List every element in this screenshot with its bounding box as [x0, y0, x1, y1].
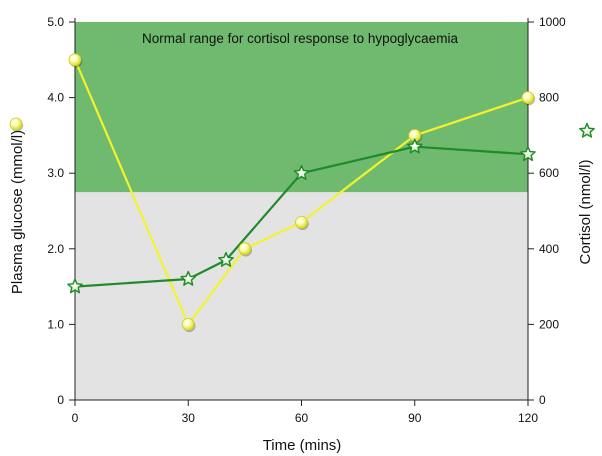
normal-range-label: Normal range for cortisol response to hy…: [142, 31, 458, 46]
y-left-tick-label: 3.0: [47, 166, 64, 180]
marker-body: [218, 251, 234, 267]
cortisol-point: [293, 165, 310, 180]
marker-body: [579, 122, 595, 138]
y-right-tick-label: 200: [539, 317, 559, 331]
y-right-tick-label: 0: [539, 393, 546, 407]
y-right-tick-label: 1000: [539, 15, 566, 29]
marker-body: [238, 242, 252, 256]
marker-body: [293, 165, 310, 180]
cortisol-point: [218, 251, 234, 267]
marker-body: [406, 138, 423, 154]
marker-body: [181, 317, 195, 331]
glucose-point: [521, 91, 536, 106]
cortisol-series-line: [74, 145, 529, 288]
y-right-axis-title: Cortisol (nmol/l): [577, 159, 594, 264]
cortisol-point: [406, 138, 423, 154]
marker-body: [180, 270, 197, 286]
glucose-point: [68, 53, 83, 68]
x-tick-label: 0: [72, 411, 79, 425]
y-right-tick-label: 800: [539, 91, 559, 105]
x-axis-title: Time (mins): [263, 437, 342, 454]
x-tick-label: 120: [518, 411, 538, 425]
normal-range-band: [75, 22, 528, 193]
glucose-point: [408, 128, 422, 144]
cortisol-point: [180, 270, 197, 286]
y-left-tick-label: 5.0: [47, 15, 64, 29]
cortisol-point: [520, 146, 536, 162]
y-left-tick-label: 1.0: [47, 317, 64, 331]
marker-body: [295, 215, 308, 229]
glucose-legend-marker: [9, 117, 24, 132]
y-left-tick-label: 0: [57, 393, 64, 407]
y-left-tick-label: 4.0: [47, 91, 64, 105]
glucose-point: [295, 215, 309, 231]
cortisol-point: [67, 278, 83, 294]
x-tick-label: 90: [408, 411, 422, 425]
y-right-tick-label: 400: [539, 242, 559, 256]
y-left-axis-title: Plasma glucose (mmol/l): [9, 130, 26, 294]
marker-body: [520, 146, 536, 162]
marker-body: [68, 53, 82, 67]
glucose-point: [238, 242, 253, 257]
marker-body: [9, 117, 23, 131]
marker-body: [521, 91, 535, 104]
y-left-tick-label: 2.0: [47, 242, 64, 256]
x-tick-label: 60: [295, 411, 309, 425]
y-right-tick-label: 600: [539, 166, 559, 180]
cortisol-legend-marker: [579, 122, 595, 138]
x-tick-label: 30: [182, 411, 196, 425]
glucose-point: [181, 317, 196, 333]
marker-body: [67, 278, 83, 294]
